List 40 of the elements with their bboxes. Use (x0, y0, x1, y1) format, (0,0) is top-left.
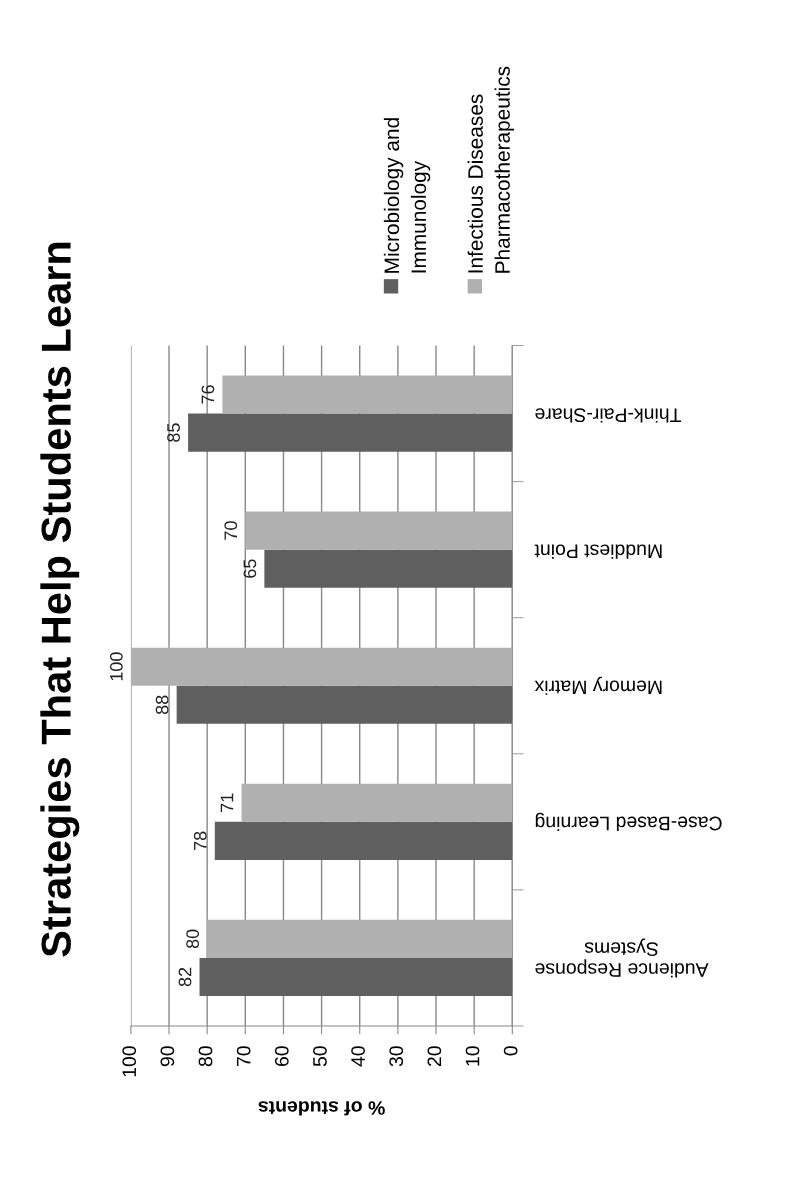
bar (214, 821, 513, 860)
bar (207, 919, 513, 958)
data-label: 76 (201, 385, 215, 404)
x-tick-label: 70 (236, 1046, 251, 1067)
x-tick-label: 20 (427, 1046, 442, 1067)
data-label: 65 (243, 559, 257, 578)
x-tick-label: 40 (351, 1046, 365, 1067)
y-tick-label: Muddiest Point (534, 544, 662, 559)
x-tick-label: 50 (313, 1046, 327, 1067)
bar (176, 685, 513, 724)
data-label: 80 (186, 929, 200, 949)
bar (130, 647, 513, 686)
x-axis-title: % of students (258, 1101, 385, 1116)
data-label: 85 (167, 423, 180, 442)
x-tick-label: 10 (465, 1046, 480, 1066)
y-tick-label: Audience Response Systems (535, 938, 709, 978)
data-label: 70 (224, 521, 238, 540)
bar (245, 511, 513, 550)
y-tick-label: Think-Pair-Share (535, 408, 682, 423)
data-label: 82 (178, 967, 192, 987)
x-tick-label: 60 (274, 1046, 289, 1067)
y-tick-label: Case-Based Learning (535, 812, 722, 831)
x-tick-label: 80 (198, 1046, 213, 1067)
text: Infectious Diseases Pharmacotherapeutics (467, 66, 515, 273)
x-tick-label: 100 (122, 1046, 137, 1077)
x-tick-label: 90 (160, 1046, 175, 1067)
text: Strategies That Help Students Learn (40, 242, 80, 957)
data-label: 78 (193, 831, 207, 850)
bar (188, 413, 513, 452)
y-tick-label: Memory Matrix (534, 676, 662, 695)
bar (264, 549, 513, 588)
data-label: 71 (220, 793, 234, 812)
data-label: 88 (155, 695, 169, 715)
x-tick-label: 0 (503, 1046, 518, 1056)
data-label: 100 (109, 652, 123, 681)
bar (199, 957, 513, 997)
text: Microbiology and Immunology (383, 118, 431, 273)
bar (222, 375, 513, 414)
x-tick-label: 30 (389, 1046, 404, 1067)
bar (241, 783, 513, 822)
